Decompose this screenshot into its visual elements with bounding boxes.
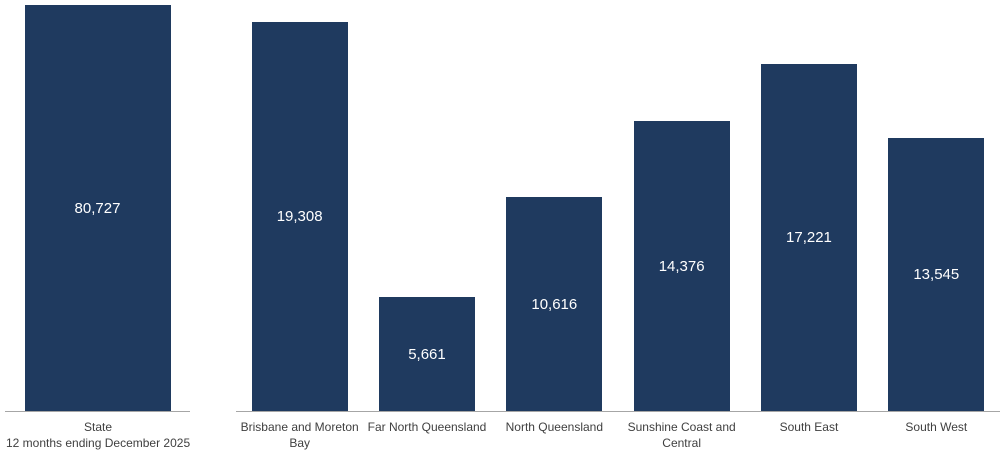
state-panel: 80,727 State 12 months ending December 2… (5, 5, 190, 451)
bar-slot: 13,545 (873, 5, 1000, 411)
category-label-brisbane-and-moreton-bay: Brisbane and Moreton Bay (240, 420, 359, 450)
regions-axis-labels: Brisbane and Moreton Bay Far North Queen… (236, 412, 1000, 451)
bar-slot: 5,661 (363, 5, 490, 411)
bar-value-label: 13,545 (913, 266, 960, 283)
category-label-south-west: South West (905, 420, 968, 434)
bar-value-label: 5,661 (408, 345, 446, 363)
bar-sunshine-coast-and-central[interactable]: 14,376 (633, 121, 730, 411)
bar-value-label: 10,616 (531, 295, 578, 313)
bar-value-label: 14,376 (658, 257, 705, 275)
bar-far-north-queensland[interactable]: 5,661 (378, 297, 475, 411)
category-label-sunshine-coast-and-central: Sunshine Coast and Central (627, 420, 736, 450)
state-axis-labels: State 12 months ending December 2025 (5, 412, 190, 451)
category-label-far-north-queensland: Far North Queensland (367, 420, 487, 434)
state-plot-area: 80,727 (5, 5, 190, 412)
bar-slot: 17,221 (745, 5, 872, 411)
bar-slot: 10,616 (491, 5, 618, 411)
bar-slot: 80,727 (5, 5, 190, 411)
category-label-north-queensland: North Queensland (505, 420, 604, 434)
bar-slot: 14,376 (618, 5, 745, 411)
regions-panel: 19,308 5,661 10,616 14,376 17,22 (236, 5, 1000, 451)
bar-value-label: 80,727 (74, 199, 121, 217)
bar-brisbane-and-moreton-bay[interactable]: 19,308 (251, 22, 348, 411)
bar-south-east[interactable]: 17,221 (760, 64, 857, 411)
category-sublabel: 12 months ending December 2025 (6, 436, 191, 450)
bar-state[interactable]: 80,727 (24, 5, 171, 411)
bar-value-label: 19,308 (276, 208, 323, 225)
bar-south-west[interactable]: 13,545 (888, 138, 985, 411)
category-label-line: State (84, 420, 113, 434)
category-label-south-east: South East (779, 420, 839, 434)
bar-north-queensland[interactable]: 10,616 (506, 197, 603, 411)
bar-value-label: 17,221 (786, 229, 832, 246)
bar-slot: 19,308 (236, 5, 363, 411)
regions-plot-area: 19,308 5,661 10,616 14,376 17,22 (236, 5, 1000, 412)
category-label-state: State 12 months ending December 2025 (5, 419, 191, 451)
